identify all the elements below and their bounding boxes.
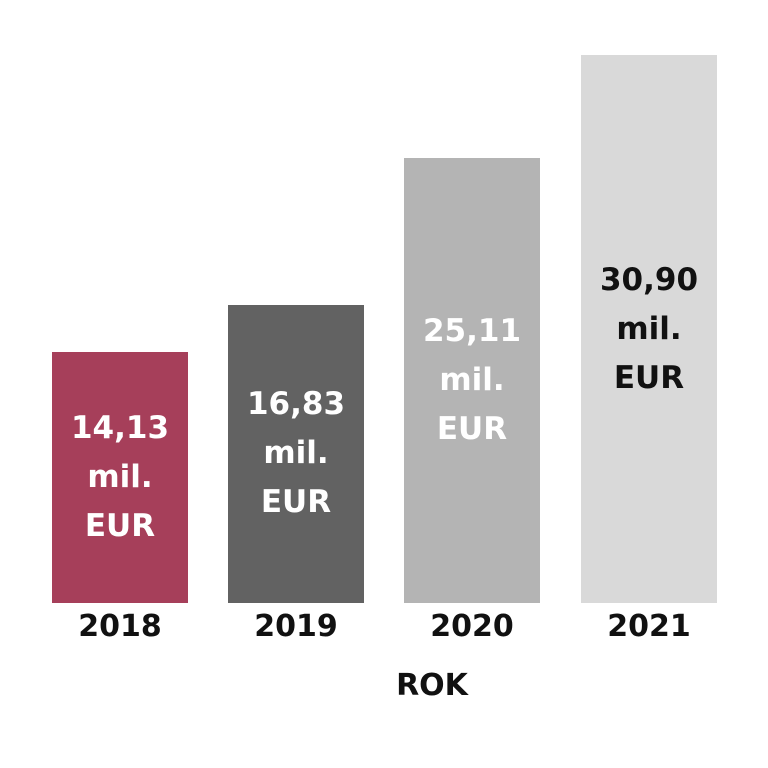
x-tick-label: 2018 <box>78 609 162 644</box>
value-label: 25,11 mil. EUR <box>422 312 522 447</box>
bar: 30,90 mil. EUR <box>581 55 717 603</box>
bar: 16,83 mil. EUR <box>228 304 364 603</box>
value-label: 16,83 mil. EUR <box>246 386 346 521</box>
value-label: 30,90 mil. EUR <box>599 261 699 396</box>
value-label: 14,13 mil. EUR <box>70 410 170 545</box>
x-tick-label: 2019 <box>254 609 338 644</box>
x-tick-label: 2021 <box>607 609 691 644</box>
bar: 14,13 mil. EUR <box>52 352 188 603</box>
x-tick-label: 2020 <box>430 609 514 644</box>
x-axis-label: ROK <box>396 668 468 703</box>
bar: 25,11 mil. EUR <box>404 157 540 603</box>
